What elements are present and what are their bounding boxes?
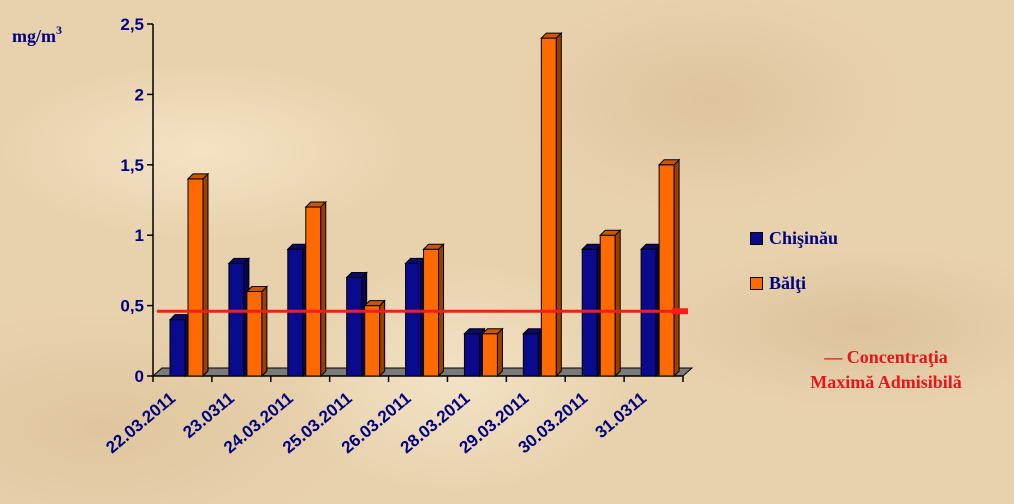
bar-top: [463, 328, 486, 335]
y-tick-label: 1: [135, 226, 144, 245]
bar-front: [463, 333, 480, 377]
y-axis-label: mg/m3: [12, 23, 62, 46]
bar-front: [599, 234, 616, 377]
x-tick-label: 31.0311: [592, 389, 651, 442]
bar-side: [202, 172, 209, 378]
reference-line-marker: [672, 308, 688, 315]
bar-front: [364, 305, 381, 377]
bar: [245, 285, 269, 378]
bar-top: [422, 243, 445, 250]
bar-side: [261, 285, 268, 378]
bar-top: [345, 271, 368, 278]
y-tick-label: 0,5: [120, 297, 144, 316]
bar: [404, 257, 427, 378]
bar-top: [245, 286, 269, 293]
bar-top: [599, 229, 622, 236]
y-tick-label: 2,5: [120, 15, 144, 34]
x-tick-label: 22.03.2011: [102, 389, 179, 458]
bar-side: [320, 200, 327, 378]
bar-front: [169, 319, 186, 377]
bar: [657, 158, 681, 378]
bar: [540, 31, 563, 378]
bar-front: [658, 164, 675, 377]
bar-side: [496, 327, 503, 378]
legend-swatch-chisinau: [750, 231, 763, 245]
bar-top: [186, 173, 210, 180]
legend-label-balti: Bălţi: [769, 272, 807, 293]
bars: [168, 31, 681, 378]
bar: [168, 313, 192, 378]
legend-item-balti: Bălţi: [750, 271, 838, 295]
bar-top: [481, 328, 504, 335]
bar-front: [346, 276, 363, 377]
bar-top: [304, 201, 327, 208]
bar-side: [555, 31, 562, 378]
bar-front: [228, 262, 245, 377]
x-tick-labels: 22.03.2011 23.031124.03.201125.03.201126.…: [102, 389, 650, 458]
bar: [363, 299, 386, 378]
legend-swatch-balti: [750, 276, 763, 290]
bar: [304, 200, 327, 378]
y-tick-label: 1,5: [120, 156, 144, 175]
legend-label-chisinau: Chişinău: [769, 227, 839, 248]
bar-front: [305, 206, 322, 377]
bar-front: [187, 178, 204, 377]
bar: [345, 271, 368, 378]
bar-top: [657, 159, 681, 166]
reference-line: [157, 308, 688, 315]
bar: [227, 257, 251, 378]
bar-top: [540, 32, 563, 39]
bar: [186, 172, 210, 378]
bar-side: [614, 228, 621, 378]
bar-top: [227, 257, 251, 264]
bar-front: [540, 37, 557, 377]
bar: [463, 327, 486, 378]
y-tick-label: 2: [135, 85, 144, 104]
bar: [522, 327, 545, 378]
bar-front: [522, 333, 539, 377]
reference-line-legend: — Concentraţia Maximă Admisibilă: [766, 345, 1006, 395]
bar-front: [405, 262, 422, 377]
legend: Chişinău Bălţi: [750, 226, 838, 316]
y-tick-label: 0: [135, 367, 144, 386]
bar-side: [673, 158, 680, 378]
bar-top: [363, 300, 386, 307]
bar-front: [481, 333, 498, 377]
reference-line-label-line2: Maximă Admisibilă: [810, 372, 962, 392]
bar: [599, 228, 622, 378]
bar: [481, 327, 504, 378]
reference-line-label-line1: — Concentraţia: [824, 347, 948, 367]
legend-item-chisinau: Chişinău: [750, 226, 838, 250]
bar-front: [246, 291, 263, 377]
